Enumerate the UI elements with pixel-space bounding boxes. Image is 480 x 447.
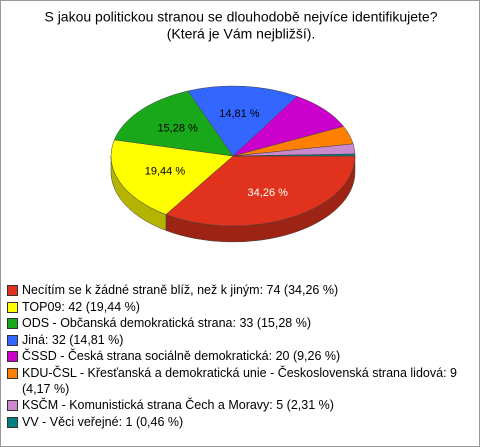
slice	[187, 85, 298, 157]
legend-entry: Necítím se k žádné straně blíž, než k ji…	[7, 282, 469, 298]
legend-label: KDU-ČSL - Křesťanská a demokratická unie…	[22, 365, 457, 396]
legend-entry: KSČM - Komunistická strana Čech a Moravy…	[7, 397, 469, 413]
slice-label: 14,81 %	[219, 108, 260, 120]
slice	[113, 90, 234, 157]
legend-swatch	[7, 367, 18, 379]
legend-swatch	[7, 400, 18, 411]
legend-label: VV - Věci veřejné: 1 (0,46 %)	[22, 414, 184, 429]
legend-swatch	[7, 334, 18, 346]
legend-label: TOP09: 42 (19,44 %)	[22, 299, 140, 314]
slice-label: 19,44 %	[145, 165, 186, 177]
legend: Necítím se k žádné straně blíž, než k ji…	[7, 282, 469, 430]
slice	[110, 139, 234, 215]
legend-entry: VV - Věci veřejné: 1 (0,46 %)	[7, 414, 469, 430]
chart-subtitle: (Která je Vám nejbližší).	[167, 26, 316, 42]
legend-entry: ČSSD - Česká strana sociálně demokratick…	[7, 348, 469, 364]
legend-label: KSČM - Komunistická strana Čech a Moravy…	[22, 398, 334, 412]
legend-label: Jiná: 32 (14,81 %)	[22, 332, 124, 347]
legend-swatch	[7, 416, 18, 428]
slice	[232, 153, 356, 157]
legend-label: Necítím se k žádné straně blíž, než k ji…	[22, 283, 339, 297]
legend-entry: KDU-ČSL - Křesťanská a demokratická unie…	[7, 365, 469, 397]
chart-title: S jakou politickou stranou se dlouhodobě…	[44, 9, 437, 25]
pie-area: S jakou politickou stranou se dlouhodobě…	[44, 9, 438, 243]
legend-entry: ODS - Občanská demokratická strana: 33 (…	[7, 315, 469, 331]
legend-swatch	[7, 351, 18, 362]
legend-entry: TOP09: 42 (19,44 %)	[7, 299, 469, 315]
slice-label: 15,28 %	[157, 122, 198, 134]
legend-swatch	[7, 285, 18, 296]
slice-label: 34,26 %	[248, 187, 289, 199]
legend-label: ODS - Občanská demokratická strana: 33 (…	[22, 316, 312, 330]
legend-swatch	[7, 301, 18, 313]
legend-swatch	[7, 318, 18, 329]
legend-label: ČSSD - Česká strana sociálně demokratick…	[22, 349, 341, 363]
legend-entry: Jiná: 32 (14,81 %)	[7, 332, 469, 348]
